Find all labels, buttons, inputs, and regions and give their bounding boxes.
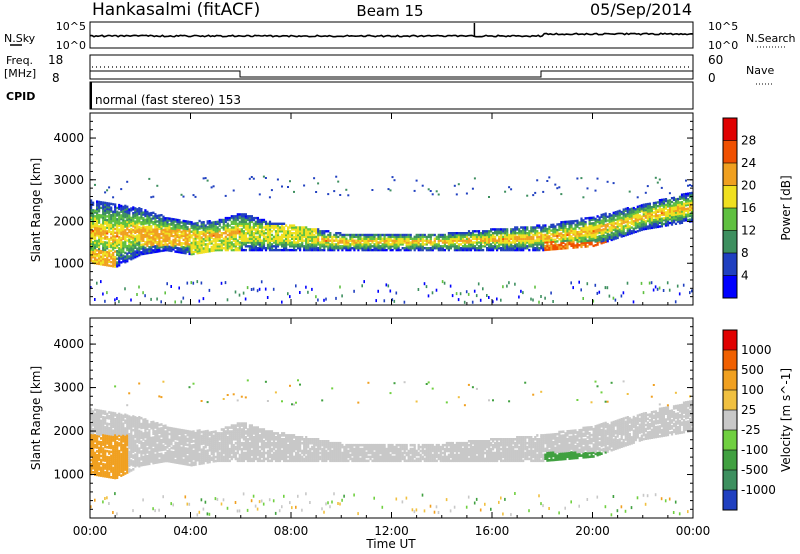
nave-label: Nave: [746, 64, 774, 77]
power-colorbar-label: 20: [741, 179, 756, 193]
power-colorbar-title: Power [dB]: [779, 175, 793, 240]
velocity-colorbar-cell: [723, 370, 737, 390]
x-tick-label: 00:00: [73, 524, 108, 538]
station-title: Hankasalmi (fitACF): [92, 0, 260, 20]
beam-label: Beam 15: [356, 2, 423, 20]
velocity-colorbar-cell: [723, 470, 737, 490]
cpid-text: normal (fast stereo) 153: [95, 93, 241, 107]
freq-trace: [90, 70, 693, 78]
freq-tick-bottom-left: 8: [52, 71, 60, 85]
freq-tick-top-right: 60: [708, 53, 723, 67]
power-colorbar-label: 4: [741, 269, 749, 283]
power-colorbar-cell: [723, 230, 737, 253]
velocity-ytick-label: 1000: [53, 468, 84, 482]
power-ytick-label: 2000: [53, 215, 84, 229]
velocity-colorbar-frame: [722, 329, 738, 511]
velocity-echoes: [90, 379, 693, 517]
freq-label-line2: [MHz]: [4, 67, 36, 80]
power-colorbar-label: 8: [741, 246, 749, 260]
velocity-y-label: Slant Range [km]: [29, 366, 43, 470]
power-colorbar-label: 28: [741, 134, 756, 148]
nsearch-label: N.Search: [746, 32, 796, 45]
x-tick-label: 00:00: [676, 524, 711, 538]
velocity-colorbar-label: 500: [741, 363, 764, 377]
x-tick-label: 16:00: [475, 524, 510, 538]
noise-trace: [90, 23, 694, 38]
power-echoes: [90, 175, 693, 304]
velocity-colorbar-label: -500: [741, 463, 768, 477]
velocity-colorbar-label: 1000: [741, 343, 772, 357]
velocity-colorbar-label: -100: [741, 443, 768, 457]
noise-tick-bottom-right: 10^0: [708, 39, 738, 52]
power-ytick-label: 3000: [53, 173, 84, 187]
velocity-colorbar-cell: [723, 410, 737, 430]
velocity-colorbar-label: 100: [741, 383, 764, 397]
x-axis-label: Time UT: [365, 537, 416, 551]
power-colorbar-label: 12: [741, 224, 756, 238]
velocity-ytick-label: 2000: [53, 424, 84, 438]
x-tick-label: 08:00: [274, 524, 309, 538]
velocity-panel-bg: [90, 318, 693, 518]
noise-polyline: [90, 32, 694, 38]
velocity-colorbar-label: -1000: [741, 483, 776, 497]
velocity-colorbar-cell: [723, 390, 737, 410]
freq-tick-bottom-right: 0: [708, 71, 716, 85]
power-colorbar-cell: [723, 253, 737, 276]
power-colorbar-cell: [723, 118, 737, 141]
nsky-label: N.Sky: [4, 32, 36, 45]
date-label: 05/Sep/2014: [590, 0, 692, 19]
freq-panel: [89, 54, 694, 80]
velocity-ytick-label: 4000: [53, 337, 84, 351]
power-ytick-label: 4000: [53, 131, 84, 145]
power-y-label: Slant Range [km]: [29, 158, 43, 262]
noise-tick-top-left: 10^5: [56, 20, 86, 33]
velocity-colorbar-cell: [723, 430, 737, 450]
x-tick-label: 12:00: [374, 524, 409, 538]
velocity-colorbar-label: 25: [741, 403, 756, 417]
noise-tick-bottom-left: 10^0: [56, 39, 86, 52]
velocity-colorbar-cell: [723, 330, 737, 350]
power-colorbar-cell: [723, 185, 737, 208]
x-tick-label: 04:00: [173, 524, 208, 538]
velocity-colorbar-cell: [723, 450, 737, 470]
velocity-ytick-label: 3000: [53, 381, 84, 395]
velocity-colorbar-cell: [723, 350, 737, 370]
velocity-colorbar-cell: [723, 490, 737, 510]
power-panel-bg: [90, 113, 693, 305]
velocity-colorbar-title: Velocity [m s^-1]: [779, 368, 793, 472]
power-colorbar-cell: [723, 140, 737, 163]
freq-tick-top-left: 18: [48, 53, 63, 67]
x-tick-label: 20:00: [575, 524, 610, 538]
power-colorbar-cell: [723, 208, 737, 231]
power-colorbar-cell: [723, 163, 737, 186]
velocity-colorbar-label: -25: [741, 423, 761, 437]
freq-label-line1: Freq.: [6, 54, 33, 67]
cpid-label: CPID: [6, 90, 35, 103]
power-colorbar-cell: [723, 275, 737, 298]
power-ytick-label: 1000: [53, 256, 84, 270]
noise-tick-top-right: 10^5: [708, 20, 738, 33]
power-colorbar-label: 24: [741, 156, 756, 170]
power-colorbar-label: 16: [741, 201, 756, 215]
